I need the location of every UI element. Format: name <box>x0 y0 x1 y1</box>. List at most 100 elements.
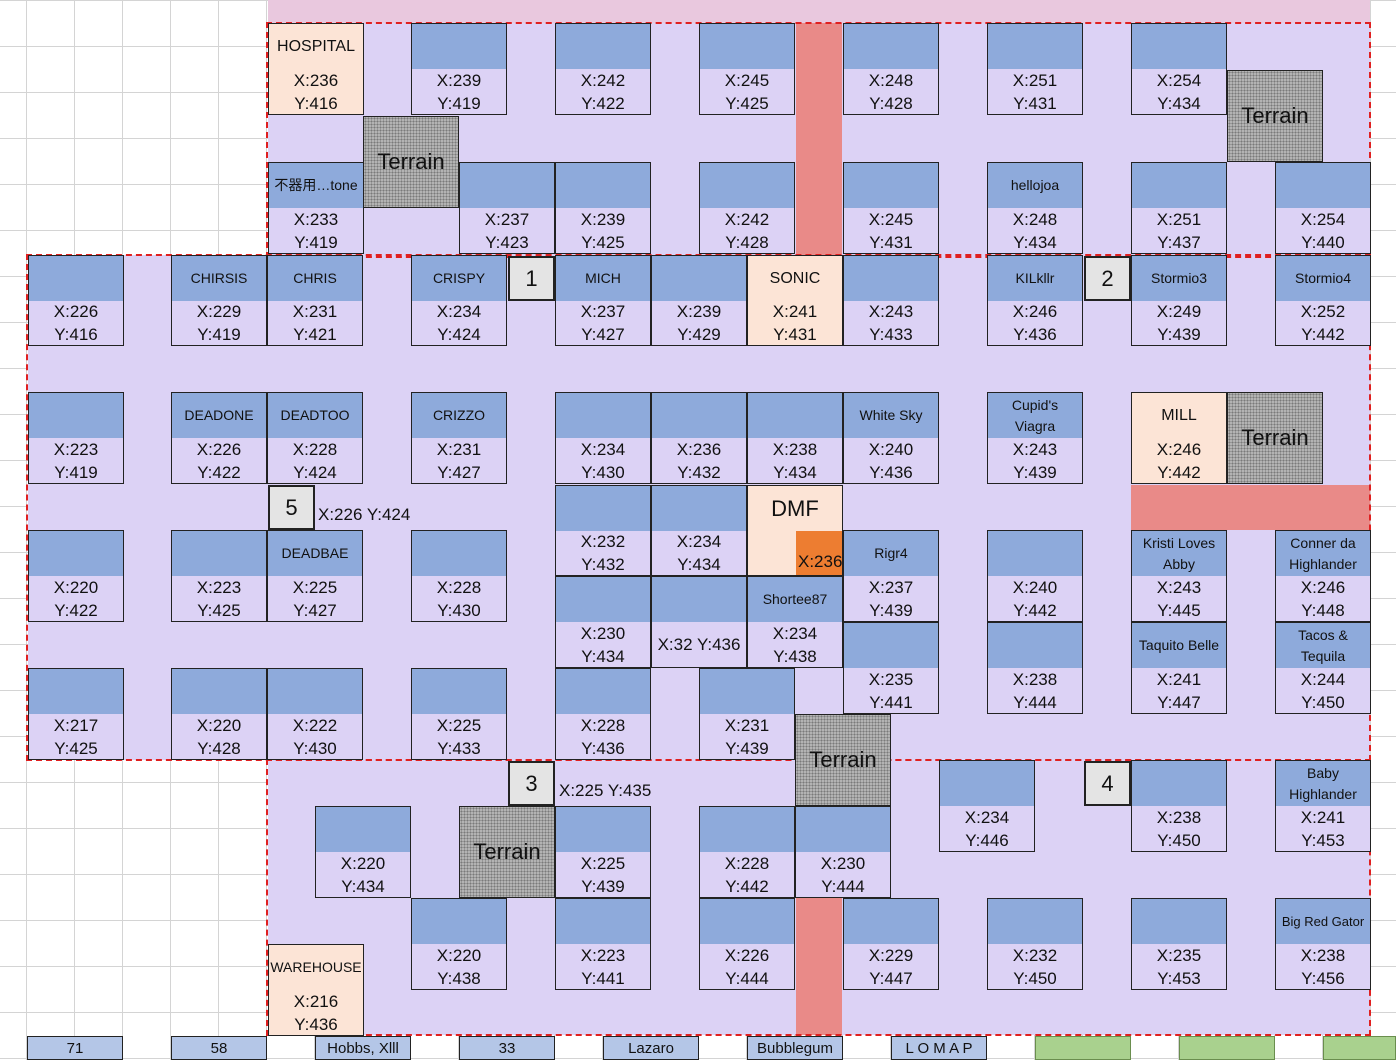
plot[interactable]: Kristi Loves Abby X:243 Y:445 <box>1131 530 1227 622</box>
plot[interactable]: X:245 Y:425 <box>699 23 795 115</box>
plot-mill[interactable]: MILL X:246 Y:442 <box>1131 392 1227 484</box>
plot[interactable]: X:251 Y:437 <box>1131 162 1227 254</box>
plot[interactable]: Tacos & Tequila X:244 Y:450 <box>1275 622 1371 714</box>
plot[interactable]: X:217 Y:425 <box>28 668 124 760</box>
plot[interactable]: Taquito Belle X:241 Y:447 <box>1131 622 1227 714</box>
plot-y: Y:428 <box>725 232 769 252</box>
plot[interactable]: X:235 Y:453 <box>1131 898 1227 990</box>
plot[interactable]: X:254 Y:440 <box>1275 162 1371 254</box>
plot[interactable]: X:242 Y:422 <box>555 23 651 115</box>
bottom-plot[interactable]: Hobbs, Xlll <box>315 1036 411 1060</box>
plot[interactable]: X:226 Y:416 <box>28 255 124 346</box>
plot-dmf[interactable]: DMF X:236 <box>747 485 843 576</box>
plot[interactable]: X:234 Y:430 <box>555 392 651 484</box>
plot[interactable]: X:223 Y:419 <box>28 392 124 484</box>
plot[interactable]: X:238 Y:450 <box>1131 760 1227 852</box>
plot[interactable]: hellojoa X:248 Y:434 <box>987 162 1083 254</box>
plot[interactable]: X:248 Y:428 <box>843 23 939 115</box>
plot[interactable]: X:238 Y:444 <box>987 622 1083 714</box>
plot[interactable]: X:231 Y:439 <box>699 668 795 760</box>
plot[interactable]: Baby Highlander X:241 Y:453 <box>1275 760 1371 852</box>
plot[interactable]: Stormio4 X:252 Y:442 <box>1275 255 1371 346</box>
bottom-plot[interactable]: L O M A P <box>891 1036 987 1060</box>
plot[interactable]: X:243 Y:433 <box>843 255 939 346</box>
bottom-plot[interactable]: 58 <box>171 1036 267 1060</box>
plot-x: X:251 <box>1012 70 1058 90</box>
plot[interactable]: X:220 Y:428 <box>171 668 267 760</box>
plot[interactable]: X:232 Y:432 <box>555 485 651 576</box>
bottom-plot[interactable]: 71 <box>27 1036 123 1060</box>
plot-x: X:240 <box>868 439 914 459</box>
bottom-plot[interactable] <box>1179 1036 1275 1060</box>
plot[interactable]: White Sky X:240 Y:436 <box>843 392 939 484</box>
plot[interactable]: X:240 Y:442 <box>987 530 1083 622</box>
plot[interactable]: X:232 Y:450 <box>987 898 1083 990</box>
plot[interactable]: X:32 Y:436 <box>651 576 747 668</box>
plot-x: X:252 <box>1300 302 1346 321</box>
plot[interactable]: X:235 Y:441 <box>843 622 939 714</box>
bottom-plot[interactable]: 33 <box>459 1036 555 1060</box>
plot[interactable]: X:234 Y:446 <box>939 760 1035 852</box>
plot[interactable]: X:225 Y:439 <box>555 806 651 898</box>
plot[interactable]: X:238 Y:434 <box>747 392 843 484</box>
plot[interactable]: X:242 Y:428 <box>699 162 795 254</box>
plot[interactable]: CRISPY X:234 Y:424 <box>411 255 507 346</box>
plot-x: X:232 <box>580 532 626 551</box>
plot[interactable]: DEADTOO X:228 Y:424 <box>267 392 363 484</box>
plot-coord-note: X:32 Y:436 <box>657 635 741 654</box>
plot[interactable]: X:251 Y:431 <box>987 23 1083 115</box>
bottom-plot[interactable] <box>1035 1036 1131 1060</box>
plot[interactable]: Rigr4 X:237 Y:439 <box>843 530 939 622</box>
plot[interactable]: CRIZZO X:231 Y:427 <box>411 392 507 484</box>
plot-label: Big Red Gator <box>1276 899 1370 944</box>
plot[interactable]: X:230 Y:434 <box>555 576 651 668</box>
plot[interactable]: X:229 Y:447 <box>843 898 939 990</box>
plot[interactable]: CHRIS X:231 Y:421 <box>267 255 363 346</box>
plot[interactable]: Conner da Highlander X:246 Y:448 <box>1275 530 1371 622</box>
plot[interactable]: MICH X:237 Y:427 <box>555 255 651 346</box>
bottom-plot[interactable]: Bubblegum <box>747 1036 843 1060</box>
plot-x: X:237 <box>868 577 914 597</box>
plot[interactable]: X:245 Y:431 <box>843 162 939 254</box>
plot-x: X:242 <box>580 70 626 90</box>
plot-y: Y:428 <box>197 738 241 758</box>
plot[interactable]: 不器用…tone X:233 Y:419 <box>268 162 364 254</box>
plot[interactable]: KILkllr X:246 Y:436 <box>987 255 1083 346</box>
plot[interactable]: X:239 Y:425 <box>555 162 651 254</box>
plot-label <box>1132 761 1226 806</box>
plot[interactable]: X:230 Y:444 <box>795 806 891 898</box>
plot[interactable]: X:220 Y:438 <box>411 898 507 990</box>
plot[interactable]: X:254 Y:434 <box>1131 23 1227 115</box>
plot[interactable]: X:220 Y:434 <box>315 806 411 898</box>
plot[interactable]: X:223 Y:425 <box>171 530 267 622</box>
plot[interactable]: DEADBAE X:225 Y:427 <box>267 530 363 622</box>
plot[interactable]: X:236 Y:432 <box>651 392 747 484</box>
plot-sonic[interactable]: SONIC X:241 Y:431 <box>747 255 843 346</box>
plot[interactable]: X:228 Y:436 <box>555 668 651 760</box>
plot[interactable]: Stormio3 X:249 Y:439 <box>1131 255 1227 346</box>
plot[interactable]: X:239 Y:419 <box>411 23 507 115</box>
plot-warehouse[interactable]: WAREHOUSE X:216 Y:436 <box>268 944 364 1036</box>
plot[interactable]: X:226 Y:444 <box>699 898 795 990</box>
plot[interactable]: Big Red Gator X:238 Y:456 <box>1275 898 1371 990</box>
plot-hospital[interactable]: HOSPITAL X:236 Y:416 <box>268 23 364 115</box>
bottom-plot[interactable] <box>1323 1036 1396 1060</box>
plot[interactable]: X:223 Y:441 <box>555 898 651 990</box>
plot[interactable]: CHIRSIS X:229 Y:419 <box>171 255 267 346</box>
plot[interactable]: Shortee87 X:234 Y:438 <box>747 576 843 668</box>
plot[interactable]: X:239 Y:429 <box>651 255 747 346</box>
plot[interactable]: DEADONE X:226 Y:422 <box>171 392 267 484</box>
plot[interactable]: X:237 Y:423 <box>459 162 555 254</box>
plot[interactable]: X:228 Y:442 <box>699 806 795 898</box>
plot[interactable]: X:220 Y:422 <box>28 530 124 622</box>
plot[interactable]: X:225 Y:433 <box>411 668 507 760</box>
plot[interactable]: X:222 Y:430 <box>267 668 363 760</box>
bottom-plot[interactable]: Lazaro <box>603 1036 699 1060</box>
plot[interactable]: Cupid's Viagra X:243 Y:439 <box>987 392 1083 484</box>
plot[interactable]: X:228 Y:430 <box>411 530 507 622</box>
plot-y: Y:430 <box>581 462 625 482</box>
plot-label <box>412 899 506 944</box>
plot[interactable]: X:234 Y:434 <box>651 485 747 576</box>
plot-label <box>29 256 123 301</box>
plot-x: X:243 <box>868 302 914 321</box>
